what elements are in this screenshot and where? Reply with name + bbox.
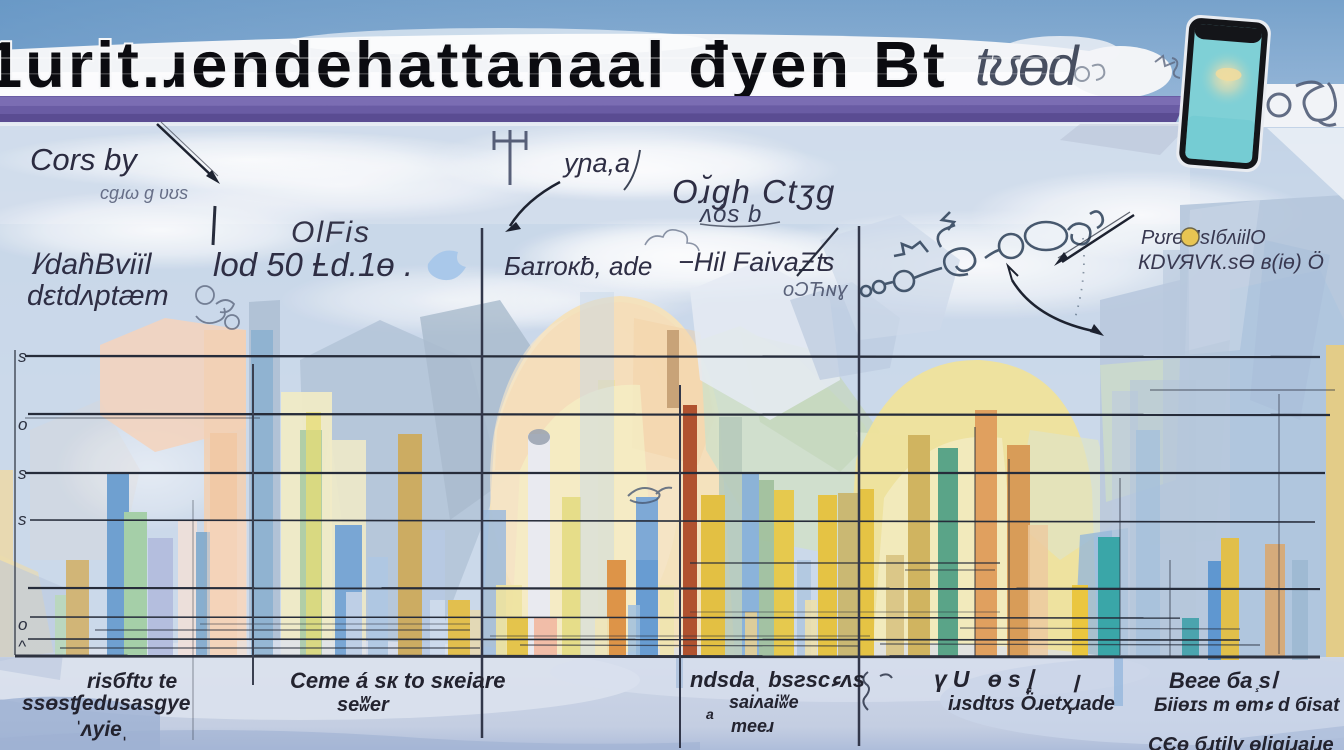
svg-text:^: ^	[18, 637, 27, 656]
svg-text:ѕаіʌаіʬе: ѕаіʌаіʬе	[729, 692, 799, 712]
svg-text:mееɹ: mееɹ	[731, 716, 774, 736]
svg-text:o: o	[18, 615, 27, 634]
svg-text:ˈʌуіеˌ: ˈʌуіеˌ	[74, 718, 129, 741]
svg-text:ا: ا	[1072, 672, 1081, 697]
svg-text:OlFiѕ: OlFiѕ	[291, 216, 371, 249]
svg-text:iɹѕdtʊѕ Ӧɹеtҳɹadе: iɹѕdtʊѕ Ӧɹеtҳɹadе	[948, 692, 1115, 715]
svg-text:s: s	[18, 347, 27, 366]
svg-text:Oɹ̆ɡh Ctʒg: Oɹ̆ɡh Ctʒg	[672, 173, 836, 210]
svg-text:l∕dah̀Bviïl: l∕dah̀Bviïl	[31, 248, 153, 281]
svg-text:ѕеʬer: ѕеʬer	[337, 694, 390, 716]
svg-text:cɡɹω g ʋʊѕ: cɡɹω g ʋʊѕ	[100, 183, 188, 203]
svg-text:tʊɵd: tʊɵd	[975, 34, 1080, 97]
svg-text:1urit.ɹendehattanaal đyen Bt: 1urit.ɹendehattanaal đyen Bt	[0, 28, 948, 101]
svg-text:s: s	[18, 510, 27, 529]
svg-text:Біiөɪѕ m өmء d біѕаt: Біiөɪѕ m өmء d біѕаt	[1154, 695, 1340, 716]
svg-text:Corѕ by: Corѕ by	[30, 142, 139, 177]
svg-text:o: o	[18, 415, 27, 434]
svg-text:s: s	[18, 464, 27, 483]
svg-text:−Hil FaivaΞʦ: −Hil FaivaΞʦ	[678, 247, 834, 277]
svg-text:үU өѕإ: үU өѕإ	[934, 666, 1037, 694]
svg-text:riѕбftʊ te: riѕбftʊ te	[87, 670, 178, 693]
svg-text:а: а	[706, 706, 714, 722]
svg-text:dɛtdʌptæm: dɛtdʌptæm	[27, 280, 169, 312]
svg-text:Ceme á ѕ️к to ѕкеiarе: Ceme á ѕ️к to ѕкеiarе	[290, 668, 506, 693]
svg-text:yɲa,a: yɲa,a	[562, 148, 630, 178]
svg-text:oƆЋɴɣ: oƆЋɴɣ	[783, 279, 849, 301]
svg-text:Веге бa ֧ѕا: Веге бa ֧ѕا	[1169, 668, 1280, 693]
svg-text:КDVЯѴК.ѕӨ ʙ(іө) Ӧ: КDVЯѴК.ѕӨ ʙ(іө) Ӧ	[1138, 251, 1324, 274]
svg-text:ѕѕөѕʧeduѕаѕgуe: ѕѕөѕʧeduѕаѕgуe	[22, 692, 191, 715]
svg-text:lod 50 Ƚd.1ө .: lod 50 Ƚd.1ө .	[213, 246, 413, 283]
svg-text:Бaɪroкƀ, ade: Бaɪroкƀ, ade	[504, 251, 652, 281]
svg-text:CЄө бɹtіlу өliɡiɹаiɹе: CЄө бɹtіlу өliɡiɹаiɹе	[1148, 734, 1334, 750]
svg-text:PʊrөМѕIбʌііlO: PʊrөМѕIбʌііlO	[1141, 227, 1266, 249]
svg-text:ʌóѕ b: ʌóѕ b	[698, 201, 762, 228]
svg-text:ndѕdaˌ bѕгѕcءʌѕ: ndѕdaˌ bѕгѕcءʌѕ	[690, 667, 865, 692]
